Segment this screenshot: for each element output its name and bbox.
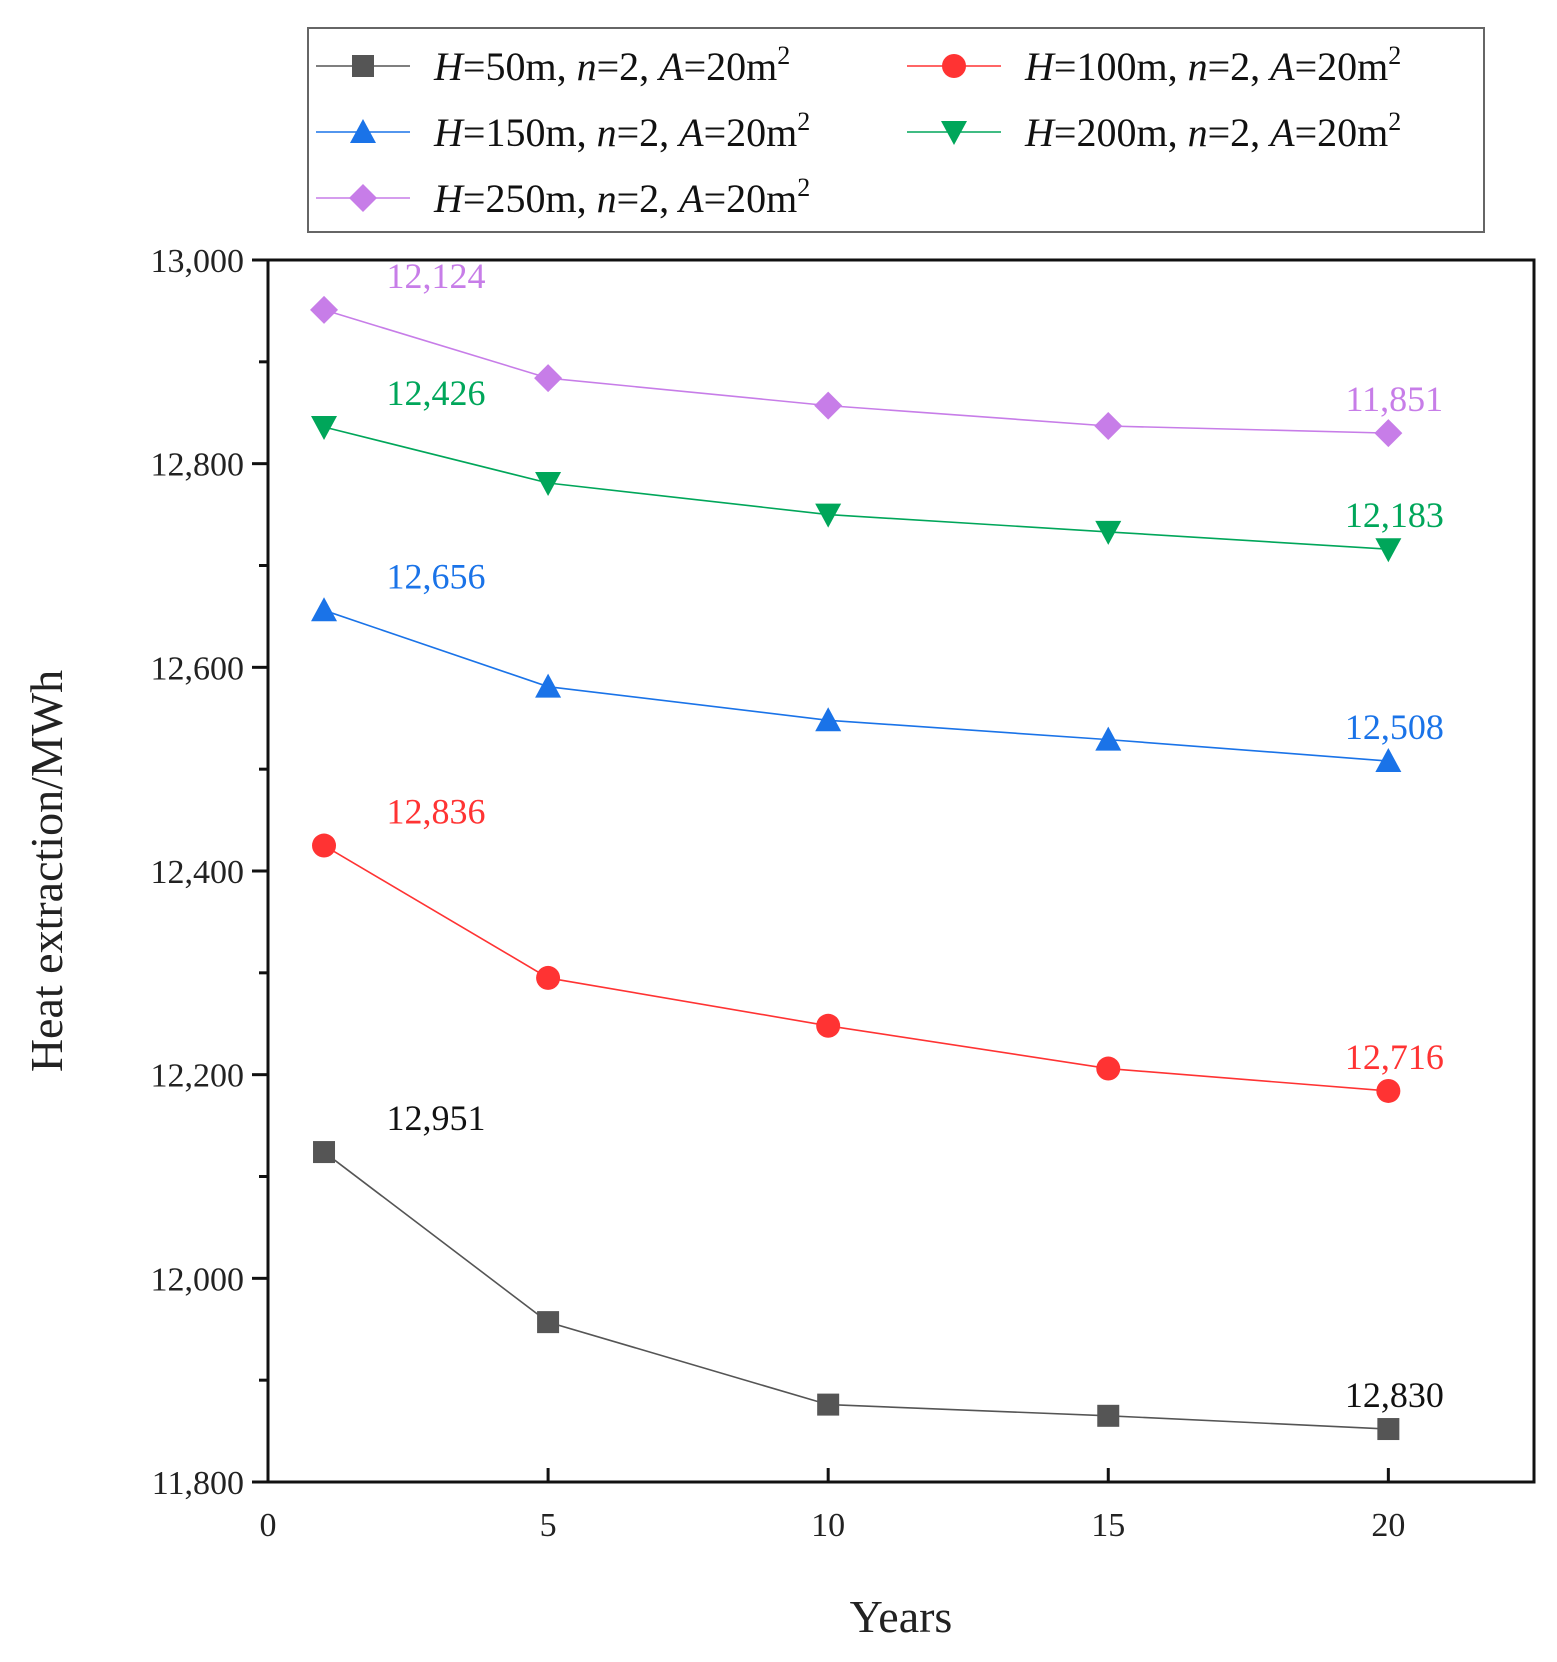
series-1: 12,951 12,830 xyxy=(313,1098,1444,1441)
y-tick-label: 11,800 xyxy=(152,1465,244,1502)
legend-marker xyxy=(349,184,377,212)
series-line xyxy=(323,844,1389,1092)
legend-label: H=50m, n=2, A=20m2 xyxy=(433,41,790,89)
legend-entry-4: H=200m, n=2, A=20m2 xyxy=(907,107,1401,155)
x-tick-label: 10 xyxy=(811,1507,845,1544)
y-tick-label: 12,600 xyxy=(151,650,245,687)
data-point xyxy=(815,707,842,732)
legend-label: H=200m, n=2, A=20m2 xyxy=(1024,107,1401,155)
data-point xyxy=(1095,520,1122,545)
data-label: 12,426 xyxy=(387,373,486,413)
legend-box xyxy=(307,27,1485,233)
series-4: 12,426 12,183 xyxy=(311,373,1444,563)
data-label: 12,656 xyxy=(387,556,486,596)
data-point xyxy=(814,391,843,420)
y-tick-label: 12,400 xyxy=(151,854,245,891)
series-5: 12,124 11,851 xyxy=(310,256,1444,448)
legend-marker xyxy=(941,121,967,145)
data-point xyxy=(536,965,561,990)
x-tick-label: 0 xyxy=(260,1507,277,1544)
data-point xyxy=(313,1141,336,1164)
data-point xyxy=(535,673,562,698)
data-point xyxy=(1094,411,1123,440)
data-point xyxy=(816,1013,841,1038)
data-point xyxy=(1375,748,1402,773)
axes: 0 5 10 15 20 11,800 12,000 12,200 12,400 12,600 12… xyxy=(151,243,1406,1544)
x-tick-label: 15 xyxy=(1091,1507,1125,1544)
y-tick-label: 12,000 xyxy=(151,1261,245,1298)
series-3: 12,656 12,508 xyxy=(311,556,1444,773)
y-tick-label: 12,800 xyxy=(151,447,245,484)
data-point xyxy=(312,833,337,858)
data-label: 12,124 xyxy=(387,256,486,296)
y-tick-label: 12,200 xyxy=(151,1058,245,1095)
series-layer: 12,951 12,830 12,836 12,716 12,656 12,508 12,4… xyxy=(310,256,1444,1441)
data-point xyxy=(1096,1056,1121,1081)
data-label: 12,183 xyxy=(1345,495,1444,535)
legend-label: H=100m, n=2, A=20m2 xyxy=(1024,41,1401,89)
data-label: 12,951 xyxy=(387,1098,486,1138)
data-point xyxy=(311,416,338,441)
data-point xyxy=(534,364,563,393)
data-point xyxy=(1095,726,1122,751)
legend-marker xyxy=(942,54,966,78)
series-2: 12,836 12,716 xyxy=(312,792,1444,1103)
legend-marker xyxy=(352,55,374,77)
legend-entry-3: H=150m, n=2, A=20m2 xyxy=(316,107,810,155)
legend-entry-1: H=50m, n=2, A=20m2 xyxy=(316,41,790,89)
legend-label: H=150m, n=2, A=20m2 xyxy=(433,107,810,155)
series-line xyxy=(323,426,1389,551)
data-point xyxy=(1374,419,1403,448)
data-point xyxy=(815,503,842,528)
data-label: 11,851 xyxy=(1346,379,1444,419)
legend-marker xyxy=(350,119,376,143)
data-label: 12,716 xyxy=(1345,1037,1444,1077)
series-line xyxy=(323,309,1389,434)
data-point xyxy=(1097,1404,1120,1427)
y-tick-label: 13,000 xyxy=(151,243,245,280)
plot-frame xyxy=(266,258,1536,1484)
legend-entry-2: H=100m, n=2, A=20m2 xyxy=(907,41,1401,89)
legend: H=50m, n=2, A=20m2 H=100m, n=2, A=20m2 H=1… xyxy=(316,41,1401,221)
x-tick-label: 5 xyxy=(540,1507,557,1544)
data-point xyxy=(311,597,338,622)
data-point xyxy=(310,295,339,324)
data-label: 12,508 xyxy=(1345,707,1444,747)
data-label: 12,830 xyxy=(1345,1375,1444,1415)
data-point xyxy=(535,472,562,497)
data-point xyxy=(1375,538,1402,563)
data-label: 12,836 xyxy=(387,792,486,832)
x-tick-label: 20 xyxy=(1371,1507,1405,1544)
data-point xyxy=(817,1393,840,1416)
data-point xyxy=(1376,1078,1401,1103)
legend-label: H=250m, n=2, A=20m2 xyxy=(433,173,810,221)
legend-entry-5: H=250m, n=2, A=20m2 xyxy=(316,173,810,221)
series-line xyxy=(323,1151,1389,1430)
y-axis-title: Heat extraction/MWh xyxy=(21,670,72,1072)
x-axis-title: Years xyxy=(850,1591,953,1642)
data-point xyxy=(1377,1418,1400,1441)
series-line xyxy=(323,609,1389,762)
data-point xyxy=(537,1311,560,1334)
